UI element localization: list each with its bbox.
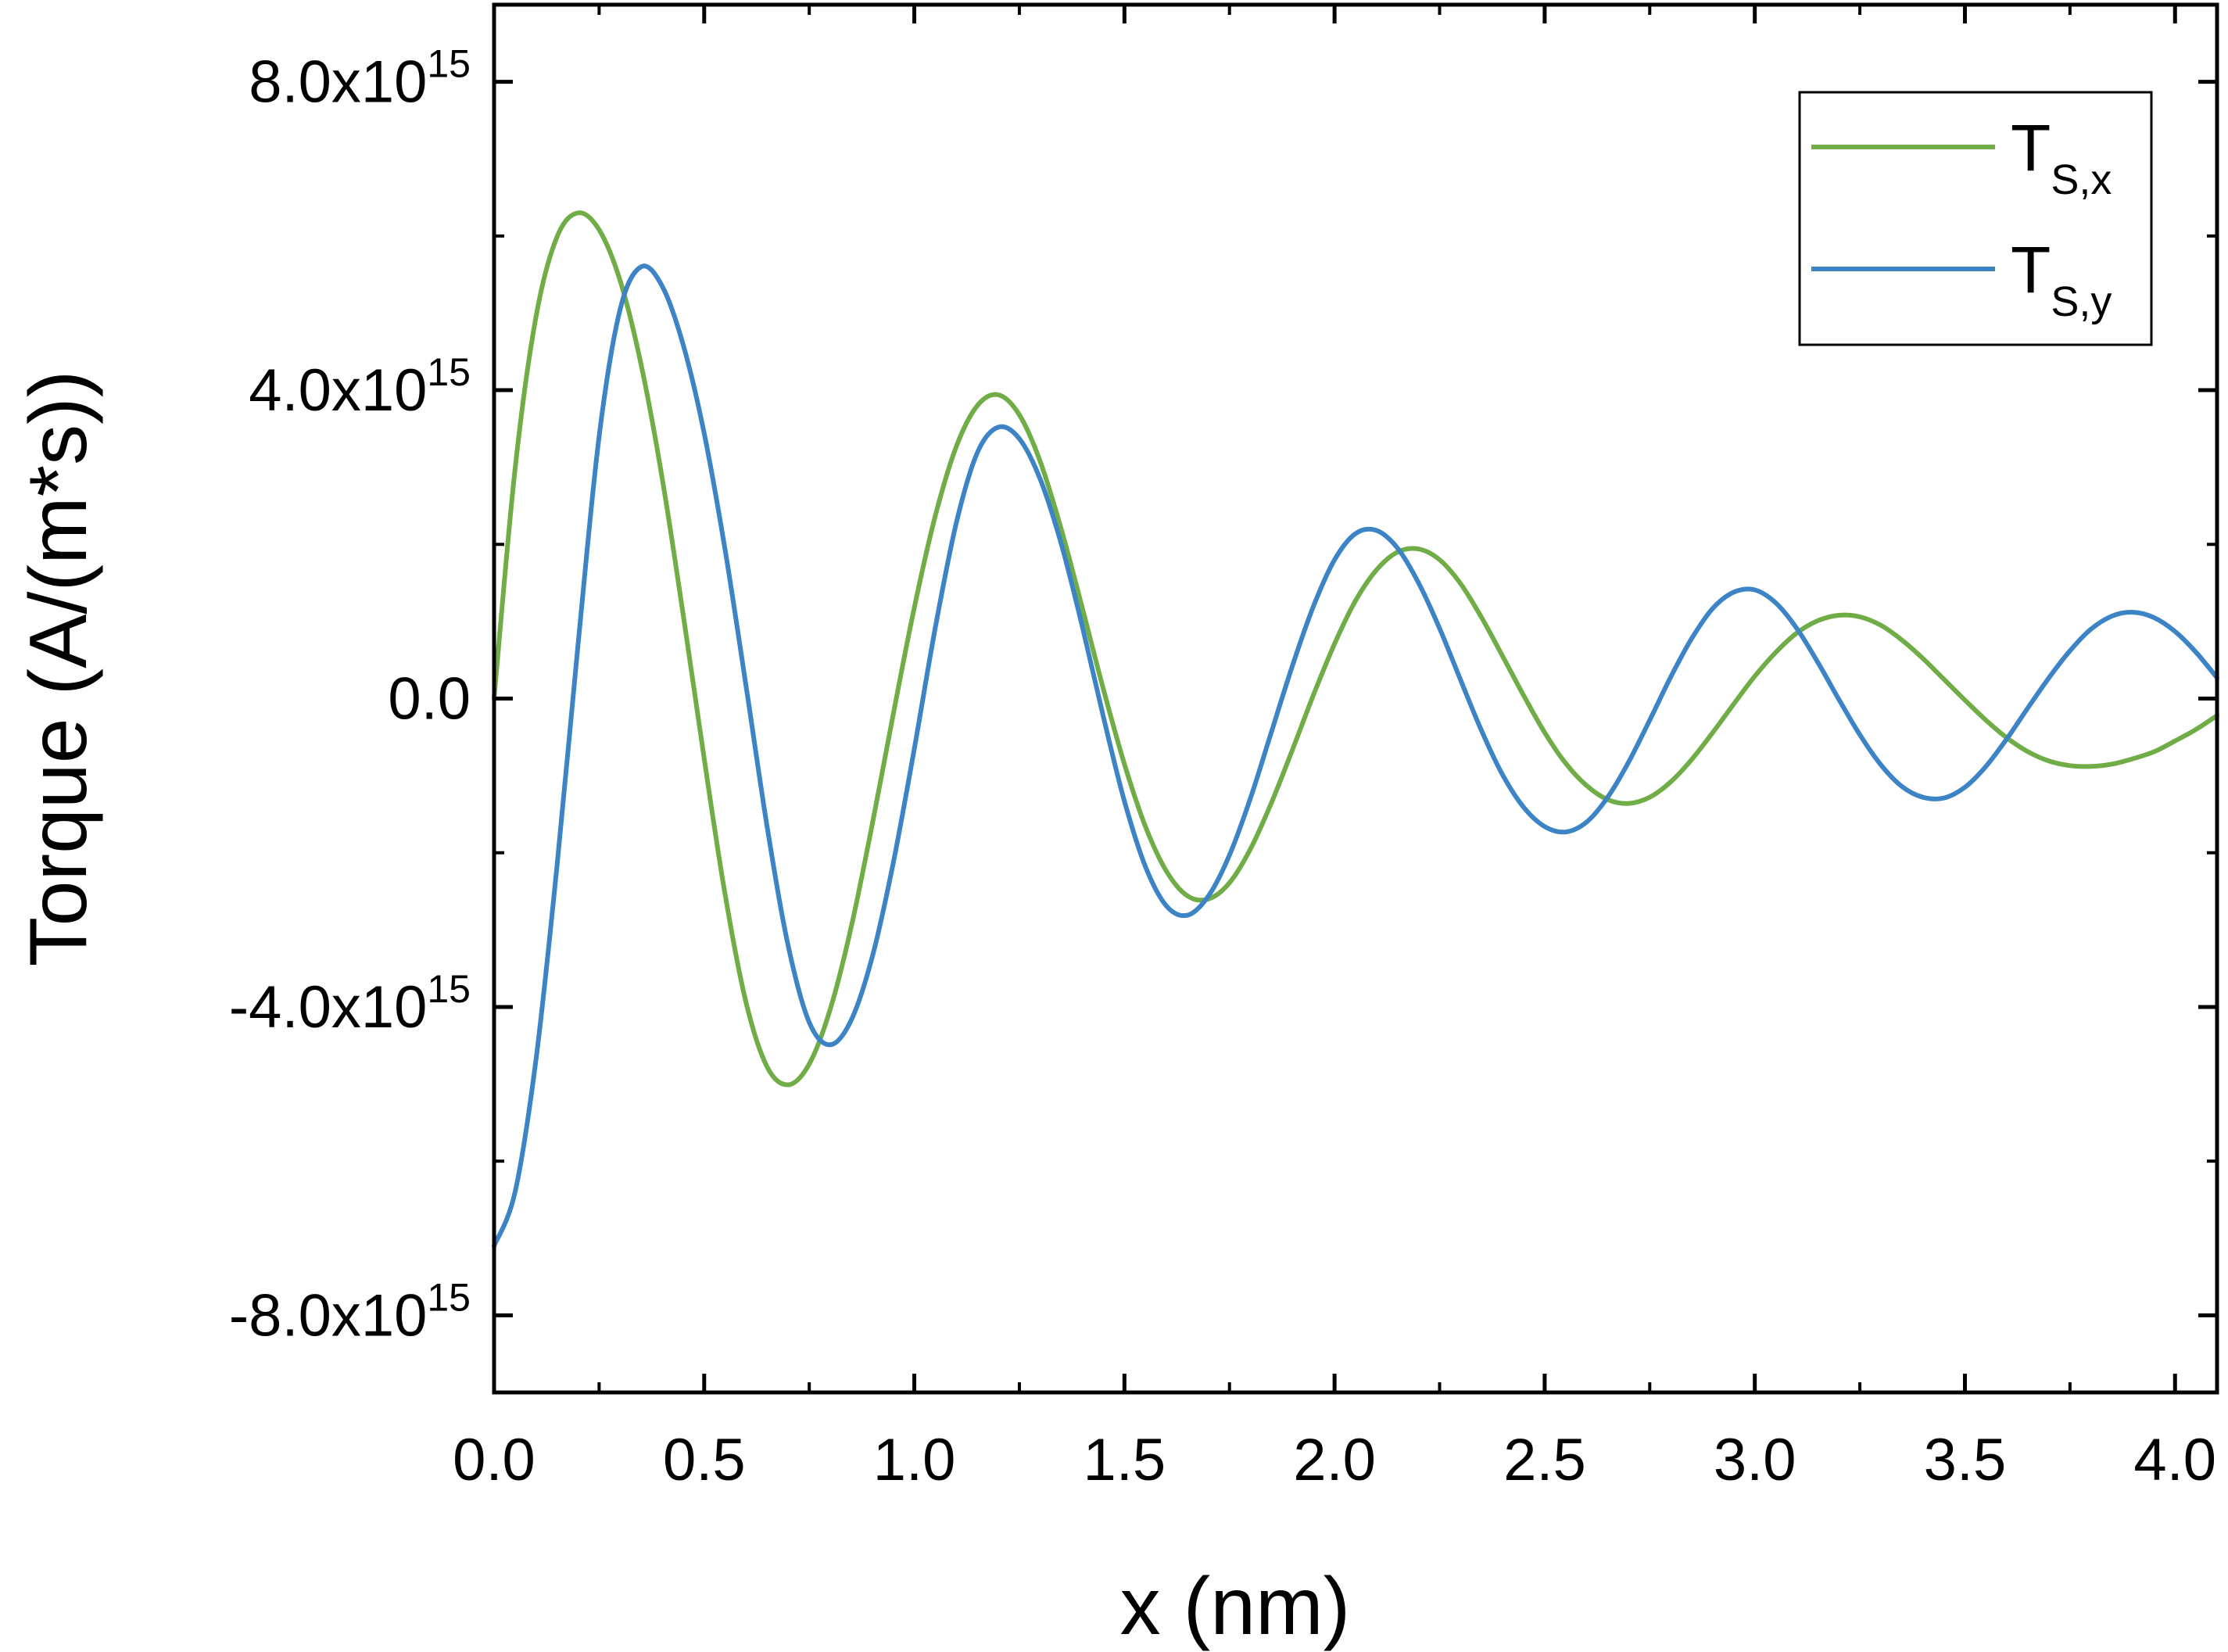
x-axis-label: x (nm): [1120, 1561, 1351, 1652]
x-tick-label: 3.0: [1714, 1427, 1796, 1493]
x-tick-label: 1.0: [873, 1427, 956, 1493]
legend: TS,x TS,y: [1798, 91, 2153, 346]
x-tick-label: 2.0: [1293, 1427, 1376, 1493]
series-line-ts-x: [492, 210, 2219, 1088]
series-line-ts-y: [492, 263, 2219, 1249]
y-tick-label: -4.0x1015: [229, 967, 471, 1041]
x-tick-label: 1.5: [1084, 1427, 1166, 1493]
x-tick-label: 0.5: [663, 1427, 746, 1493]
y-tick-label: -8.0x1015: [229, 1275, 471, 1349]
axes-layer: 0.0 0.5 1.0 1.5 2.0 2.5 3.0 3.5 4.0 8.0x1015 4.0x1…: [229, 2, 2219, 1493]
y-axis-label: Torque (A/(m*s)): [13, 371, 104, 967]
x-tick-label: 2.5: [1503, 1427, 1586, 1493]
x-tick-label: 0.0: [453, 1427, 536, 1493]
x-tick-label: 4.0: [2133, 1427, 2216, 1493]
legend-box: [1798, 91, 2153, 346]
y-tick-label: 8.0x1015: [249, 42, 471, 116]
y-tick-label: 0.0: [388, 666, 471, 733]
x-tick-label: 3.5: [1924, 1427, 2007, 1493]
series-layer: [492, 210, 2219, 1249]
y-tick-label: 4.0x1015: [249, 350, 471, 424]
legend-label-ts-x: TS,x: [2011, 111, 2112, 203]
legend-label-ts-y: TS,y: [2011, 233, 2112, 325]
